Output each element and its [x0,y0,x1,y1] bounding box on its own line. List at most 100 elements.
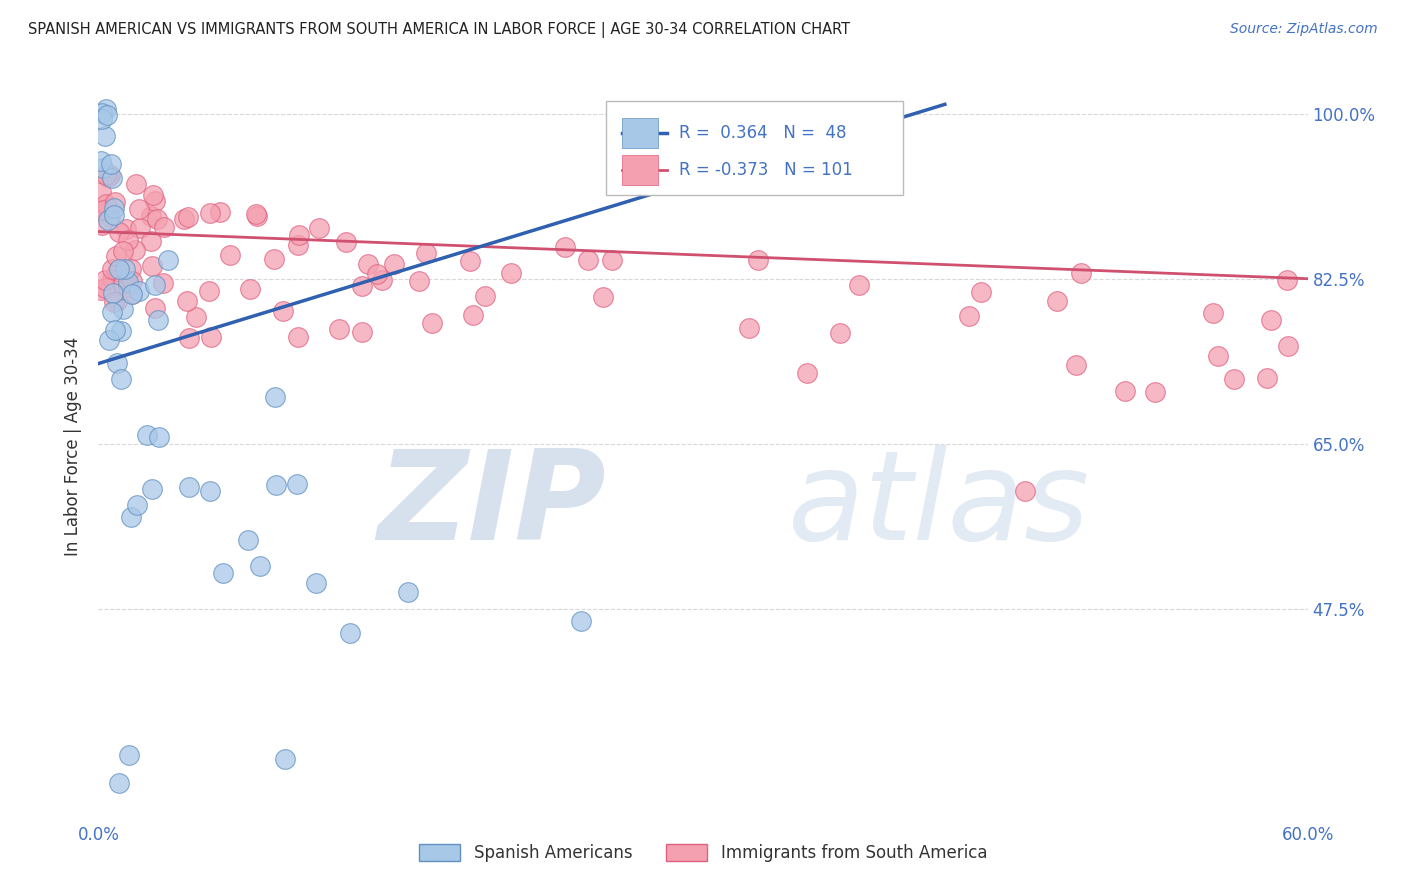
Point [121,286,143,301]
Point [1260,313,1282,327]
Point [287,227,309,242]
Point [371,272,394,286]
Point [970,285,993,299]
Point [117,233,139,247]
Point [93,203,115,218]
Point [129,221,152,235]
Point [179,331,201,345]
Point [569,614,592,628]
Point [104,194,127,209]
Point [1222,371,1244,385]
Point [263,390,285,404]
Point [218,248,240,262]
Point [1206,349,1229,363]
Point [142,188,165,202]
Point [108,225,131,239]
Point [105,293,128,308]
FancyBboxPatch shape [621,155,658,186]
Point [396,585,419,599]
Point [328,321,350,335]
Point [415,245,437,260]
Point [141,482,163,496]
Point [200,330,222,344]
Point [143,194,166,208]
Text: ZIP: ZIP [378,445,606,566]
Point [249,558,271,573]
Point [120,510,142,524]
Point [121,286,143,301]
Point [287,238,309,252]
Point [101,286,124,301]
Point [103,294,125,309]
Point [96,108,118,122]
Point [157,253,180,268]
Point [148,313,170,327]
Point [1202,306,1225,320]
Point [110,324,132,338]
Point [246,209,269,223]
Point [103,208,125,222]
Point [139,209,162,223]
Point [422,316,444,330]
Point [1143,385,1166,400]
Point [236,533,259,548]
Point [97,169,120,184]
Point [103,201,125,215]
Point [97,212,120,227]
Y-axis label: In Labor Force | Age 30-34: In Labor Force | Age 30-34 [65,336,83,556]
Point [747,253,769,268]
Point [408,274,430,288]
Point [139,234,162,248]
FancyBboxPatch shape [606,102,903,195]
Point [100,157,122,171]
Point [501,266,523,280]
Point [382,257,405,271]
Point [90,112,112,127]
Point [128,202,150,216]
Point [1046,294,1069,309]
Legend: Spanish Americans, Immigrants from South America: Spanish Americans, Immigrants from South… [412,837,994,869]
Point [357,257,380,271]
Point [93,272,115,286]
Point [738,321,761,335]
Point [141,259,163,273]
Point [1256,370,1278,384]
Point [198,206,221,220]
Point [176,211,198,225]
Point [271,303,294,318]
Point [128,284,150,298]
Point [245,207,267,221]
Point [177,480,200,494]
Point [125,177,148,191]
Point [90,218,112,232]
Point [463,308,485,322]
Point [1277,338,1299,352]
Point [93,161,115,176]
Point [350,325,373,339]
Point [266,478,288,492]
Point [111,301,134,316]
Point [136,427,159,442]
Point [115,222,138,236]
Point [1014,483,1036,498]
Point [101,170,124,185]
Point [143,277,166,292]
Point [118,747,141,762]
Point [90,106,112,120]
Point [335,235,357,249]
Point [124,243,146,257]
Point [305,576,328,591]
Point [198,484,221,499]
Point [285,477,308,491]
Point [474,289,496,303]
Point [273,752,295,766]
Point [772,140,794,154]
Point [108,261,131,276]
Point [117,275,139,289]
Point [263,252,285,266]
Point [104,323,127,337]
Point [209,205,232,219]
Point [1064,358,1087,372]
Point [105,263,128,277]
Point [600,252,623,267]
